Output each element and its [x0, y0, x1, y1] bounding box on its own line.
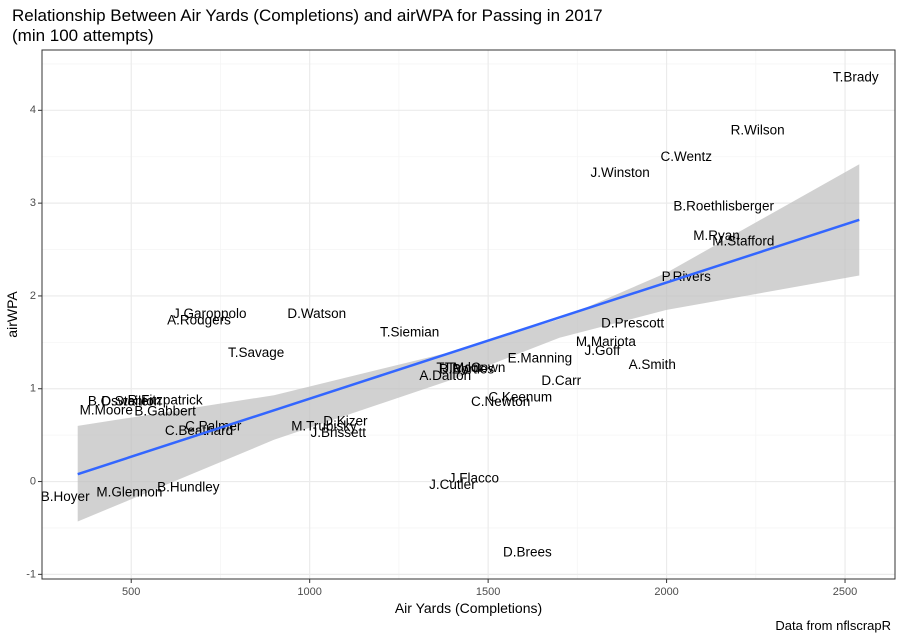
y-tick-label: 3: [30, 197, 36, 209]
point-label: B.Hundley: [157, 480, 220, 495]
point-label: T.Brady: [833, 69, 879, 84]
point-label: T.Taylor: [436, 360, 483, 375]
point-label: B.Gabbert: [134, 404, 196, 419]
point-label: D.Prescott: [601, 315, 664, 330]
point-label: A.Rodgers: [167, 313, 231, 328]
y-tick-label: 0: [30, 475, 36, 487]
point-label: M.Stafford: [712, 234, 774, 249]
point-label: J.Garoppolo: [173, 306, 247, 321]
confidence-band: [77, 164, 860, 522]
chart-title-line2: (min 100 attempts): [12, 26, 154, 45]
point-label: J.Goff: [584, 343, 620, 358]
point-label: B.Bortles: [439, 362, 494, 377]
point-label: A.Smith: [629, 357, 676, 372]
x-axis-title: Air Yards (Completions): [395, 600, 542, 616]
x-tick-label: 1000: [297, 586, 321, 598]
y-axis-title: airWPA: [4, 291, 20, 338]
point-label: D.Watson: [287, 306, 346, 321]
plot-panel: [42, 50, 895, 579]
point-label: R.Fitzpatrick: [128, 392, 203, 407]
chart-caption: Data from nflscrapR: [775, 618, 891, 633]
point-label: J.Cutler: [429, 477, 476, 492]
y-tick-label: 2: [30, 290, 36, 302]
y-tick-label: 4: [30, 104, 36, 116]
point-label: D.Stanton: [101, 393, 161, 408]
point-label: C.Newton: [471, 394, 530, 409]
regression-line: [77, 218, 860, 476]
chart-title-line1: Relationship Between Air Yards (Completi…: [12, 6, 603, 25]
point-label: D.Kizer: [323, 414, 368, 429]
x-tick-label: 2000: [654, 586, 678, 598]
point-label: M.Trubisky: [291, 418, 357, 433]
point-label: C.Palmer: [185, 418, 242, 433]
point-label: D.Carr: [541, 373, 581, 388]
x-tick-label: 500: [122, 586, 140, 598]
y-tick-label: 1: [30, 383, 36, 395]
panel-border: [41, 49, 896, 580]
point-label: R.Wilson: [731, 122, 785, 137]
point-label: B.Roethlisberger: [673, 198, 774, 213]
point-label: J.Flacco: [449, 470, 499, 485]
point-label: M.Ryan: [693, 228, 740, 243]
point-label: J.McCown: [442, 360, 505, 375]
point-label: D.Brees: [503, 545, 552, 560]
x-tick-label: 2500: [833, 586, 857, 598]
point-label: C.Keenum: [488, 390, 552, 405]
point-label: B.Osweiler: [88, 393, 154, 408]
point-label: C.Beathard: [165, 423, 233, 438]
point-label: J.Brissett: [310, 425, 366, 440]
point-label: T.Savage: [228, 345, 284, 360]
point-label: M.Mariota: [576, 334, 637, 349]
point-label: M.Moore: [80, 403, 133, 418]
x-tick-label: 1500: [476, 586, 500, 598]
point-label: J.Winston: [591, 165, 650, 180]
point-label: M.Glennon: [96, 484, 162, 499]
point-label: T.Siemian: [380, 325, 439, 340]
point-label: C.Wentz: [660, 149, 712, 164]
y-tick-label: -1: [26, 568, 36, 580]
point-label: A.Dalton: [419, 368, 471, 383]
chart-title: Relationship Between Air Yards (Completi…: [12, 6, 603, 46]
point-label: B.Hoyer: [41, 489, 90, 504]
point-label: E.Manning: [508, 351, 573, 366]
